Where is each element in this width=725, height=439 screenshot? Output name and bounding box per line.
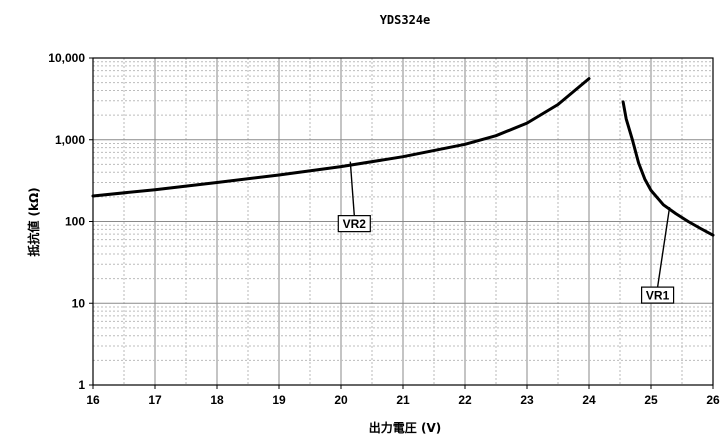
x-axis-label: 出力電圧 (V): [369, 420, 441, 435]
series-group: [91, 77, 715, 237]
x-tick-label: 25: [644, 393, 658, 407]
y-tick-label: 100: [65, 215, 85, 229]
series-line-vr1: [621, 100, 715, 237]
chart-title: YDS324e: [380, 13, 431, 27]
x-axis-ticks: 16 17 18 19 20 21 22 23 24 25 26: [86, 385, 720, 407]
x-tick-label: 18: [210, 393, 224, 407]
x-tick-label: 19: [272, 393, 286, 407]
y-tick-label: 10: [72, 296, 86, 310]
annotation-leader: [349, 161, 355, 216]
annotation-label: VR1: [646, 289, 670, 303]
series-line-vr2: [91, 77, 591, 198]
x-tick-label: 17: [148, 393, 162, 407]
y-tick-label: 1: [78, 378, 85, 392]
y-tick-label: 10,000: [48, 51, 85, 65]
x-tick-label: 22: [458, 393, 472, 407]
annotation-label: VR2: [343, 217, 367, 231]
y-tick-label: 1,000: [55, 133, 85, 147]
x-tick-label: 21: [396, 393, 410, 407]
x-tick-label: 23: [520, 393, 534, 407]
x-tick-label: 26: [706, 393, 720, 407]
x-tick-label: 16: [86, 393, 100, 407]
grid: [92, 58, 714, 386]
annotations: VR2 VR1: [337, 161, 675, 304]
annotation-leader: [656, 207, 671, 288]
x-tick-label: 24: [582, 393, 596, 407]
x-tick-label: 20: [334, 393, 348, 407]
y-axis-label: 抵抗値 (kΩ): [26, 187, 41, 256]
annotation-box: [337, 215, 371, 233]
annotation-box: [640, 286, 675, 304]
y-axis-ticks: 1 10 100 1,000 10,000: [48, 51, 93, 392]
